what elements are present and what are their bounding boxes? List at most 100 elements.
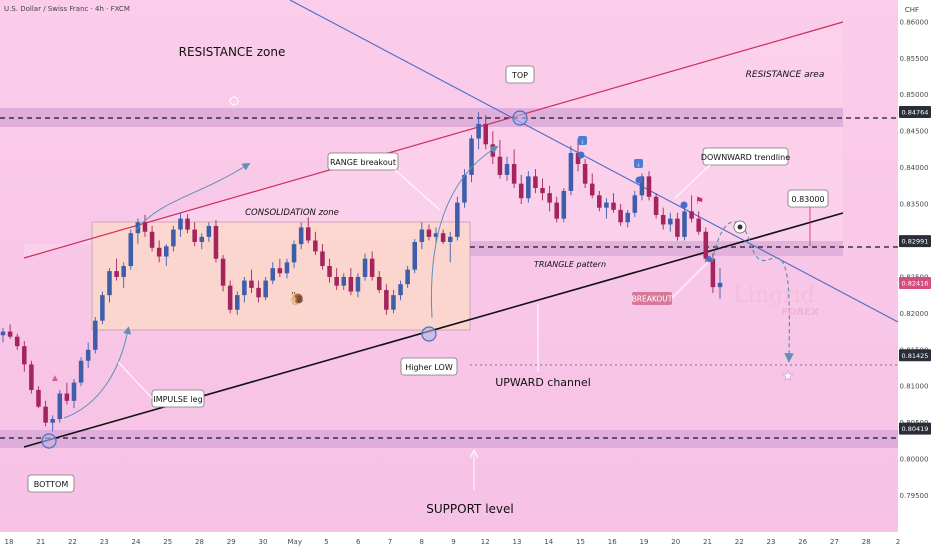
candle-body [483, 123, 489, 145]
candle-body [249, 280, 254, 288]
candle-body [114, 271, 119, 277]
price-tag-bg [899, 422, 931, 435]
down-circle-icon-glyph: ↓ [233, 100, 236, 106]
candle-body [57, 393, 63, 420]
down-arrow-icon [578, 136, 587, 145]
candle-body [462, 174, 467, 203]
price-tag-bg [899, 235, 931, 248]
down-arrow-icon-glyph: ↓ [581, 139, 585, 146]
x-tick-label: 24 [132, 538, 141, 546]
x-tick-label: 2 [896, 538, 900, 546]
impulse-arrow [63, 326, 132, 419]
candle-body [447, 236, 453, 242]
triangle-pattern-label: TRIANGLE pattern [534, 260, 606, 269]
breakout-text: BREAKOUT [632, 295, 673, 304]
x-tick-label: 16 [608, 538, 617, 546]
candle-body [185, 218, 190, 230]
breakout-tag: BREAKOUT [632, 261, 709, 305]
candle-body [199, 236, 205, 242]
candle-body [107, 271, 112, 296]
downward-trendline[interactable] [289, 0, 899, 323]
candle-body [504, 163, 510, 175]
support-zone-band [0, 430, 898, 448]
lower-high-marker-2 [635, 176, 643, 184]
candle-body [256, 287, 261, 298]
down-arrow-icon-2-glyph: ↓ [637, 162, 641, 169]
consolidation-zone-label: CONSOLIDATION zone [245, 208, 339, 218]
candle-body [305, 227, 311, 241]
y-tick-label: 0.85000 [900, 91, 929, 99]
candle-body [568, 153, 574, 191]
x-tick-label: 28 [195, 538, 204, 546]
x-tick-label: 13 [513, 538, 522, 546]
candle-body [511, 163, 517, 184]
candle-body [589, 183, 595, 196]
time-axis-panel [0, 532, 898, 550]
level-tag-label: 0.83000 [787, 189, 829, 208]
candle-body [36, 389, 41, 407]
candle-body [405, 269, 410, 285]
candle-body [93, 320, 98, 350]
x-tick-label: 18 [5, 538, 14, 546]
triangle-zone-band [470, 241, 843, 256]
candle-body [476, 123, 481, 139]
symbol-header: U.S. Dollar / Swiss Franc · 4h · FXCM [4, 5, 130, 13]
candle-body [611, 202, 616, 210]
candle-body [639, 176, 645, 196]
consolidation-curve-arrow [135, 162, 251, 231]
candle-body [597, 195, 602, 208]
candle-body [29, 364, 34, 390]
price-tag-text: 0.80419 [902, 425, 929, 433]
candle-body [0, 331, 6, 336]
higher-low-text: Higher LOW [405, 363, 453, 372]
y-tick-label: 0.79500 [900, 492, 929, 500]
bottom-text: BOTTOM [34, 480, 69, 489]
upward-channel-label: UPWARD channel [495, 376, 591, 389]
candle-body [384, 290, 389, 310]
x-tick-label: 29 [227, 538, 236, 546]
candle-body [213, 225, 219, 259]
candle-body [100, 295, 105, 321]
candle-body [313, 240, 318, 252]
candle-body [348, 276, 354, 292]
range-breakout-arrow [430, 145, 499, 319]
resistance-zone-band [0, 108, 843, 127]
x-tick-label: 28 [862, 538, 871, 546]
top-text: TOP [511, 71, 528, 80]
x-tick-label: 12 [481, 538, 490, 546]
bottom-circle [41, 433, 57, 449]
candle-body [440, 233, 446, 242]
watermark-logo: Lingrid [733, 283, 815, 308]
candle-body [50, 419, 55, 423]
higher-low-circle [421, 326, 437, 342]
y-tick-label: 0.82000 [900, 310, 929, 318]
candle-body [171, 229, 176, 247]
candle-body [398, 284, 403, 296]
resistance-trendline[interactable] [23, 21, 844, 259]
candle-body [526, 176, 531, 199]
x-tick-label: 27 [830, 538, 839, 546]
x-tick-label: 15 [576, 538, 585, 546]
resistance-area-label: RESISTANCE area [746, 70, 825, 80]
candle-body [412, 241, 418, 270]
candle-body [675, 218, 680, 237]
candle-body [43, 406, 48, 423]
candle-body [298, 227, 304, 245]
candle-body [128, 233, 134, 266]
candle-body [341, 276, 347, 286]
y-tick-label: 0.83500 [900, 201, 929, 209]
range-breakout-text: RANGE breakout [330, 158, 396, 167]
candle-body [653, 196, 659, 215]
candle-body [192, 229, 197, 242]
x-tick-label: 21 [36, 538, 45, 546]
higher-low-label: Higher LOW [400, 357, 458, 376]
candle-body [320, 251, 325, 266]
down-circle-icon [229, 96, 239, 106]
x-tick-label: 19 [640, 538, 649, 546]
y-tick-label: 0.86000 [900, 18, 929, 26]
down-arrow-icon-2 [634, 159, 643, 168]
y-tick-label: 0.81000 [900, 383, 929, 391]
lower-high-marker-3 [680, 201, 688, 209]
candle-body [234, 295, 240, 310]
price-tag-text: 0.82416 [902, 280, 929, 288]
